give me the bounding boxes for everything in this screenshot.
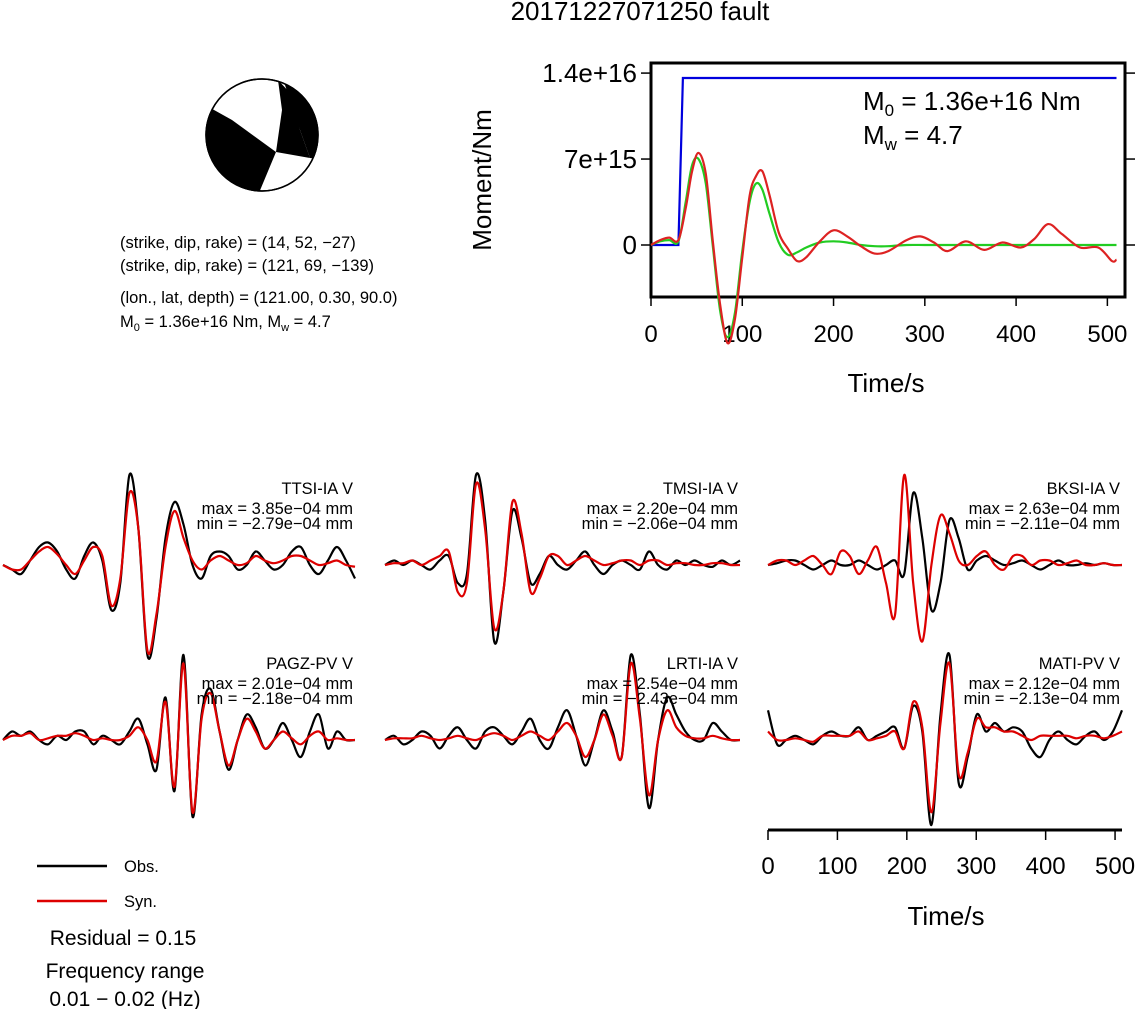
moment-summary-mw: = 4.7	[289, 313, 331, 331]
waveform-time-axis: 0 100 200 300 400 500 Time/s	[761, 828, 1135, 931]
beachball	[205, 78, 319, 192]
moment-xtick-label: 400	[996, 321, 1036, 348]
residual-label: Residual = 0.15	[50, 927, 197, 950]
waveform-xtick-label: 300	[956, 853, 996, 880]
station-name: PAGZ-PV V	[266, 655, 353, 673]
waveform-xtick-label: 500	[1095, 853, 1135, 880]
moment-xlabel: Time/s	[847, 368, 924, 398]
waveform-xtick-label: 400	[1026, 853, 1066, 880]
moment-mw-sub: w	[884, 135, 898, 154]
observed-trace	[766, 652, 1124, 827]
synthetic-trace	[384, 661, 741, 797]
station-name: TMSI-IA V	[663, 480, 738, 498]
moment-m0-sub: 0	[885, 101, 894, 120]
moment-xtick-label: 300	[905, 321, 945, 348]
frequency-range-title: Frequency range	[46, 960, 205, 983]
waveform-xlabel: Time/s	[907, 901, 984, 931]
station-name: TTSI-IA V	[281, 480, 353, 498]
legend-obs-label: Obs.	[124, 858, 159, 876]
station-max: max = 3.85e−04 mm	[202, 500, 353, 518]
observed-trace	[2, 472, 356, 660]
station-min: min = −2.79e−04 mm	[197, 515, 353, 533]
moment-ylabel: Moment/Nm	[467, 109, 497, 251]
waveform-xtick-label: 200	[887, 853, 927, 880]
legend: Obs. Syn.	[37, 858, 159, 911]
source-location: (lon., lat, depth) = (121.00, 0.30, 90.0…	[120, 289, 397, 307]
station-max: max = 2.63e−04 mm	[969, 500, 1120, 518]
figure-title: 20171227071250 fault	[511, 0, 771, 26]
moment-summary-value: = 1.36e+16 Nm, M	[140, 313, 281, 331]
moment-mw-value: = 4.7	[897, 120, 963, 150]
station-max: max = 2.01e−04 mm	[202, 675, 353, 693]
station-name: MATI-PV V	[1039, 655, 1120, 673]
moment-xtick-label: 0	[644, 321, 657, 348]
station-min: min = −2.06e−04 mm	[582, 515, 738, 533]
moment-m0-m: M	[863, 86, 885, 116]
moment-mw-annotation: Mw = 4.7	[863, 120, 963, 154]
moment-mw-m: M	[863, 120, 885, 150]
synthetic-trace	[384, 481, 741, 632]
station-min: min = −2.13e−04 mm	[964, 690, 1120, 708]
legend-syn-label: Syn.	[124, 893, 157, 911]
moment-series-rate_obs	[650, 151, 1118, 345]
moment-summary: M0 = 1.36e+16 Nm, Mw = 4.7	[120, 313, 331, 334]
moment-summary-sub-w: w	[280, 322, 289, 334]
waveform-xtick-label: 100	[817, 853, 857, 880]
station-min: min = −2.18e−04 mm	[197, 690, 353, 708]
observed-trace	[384, 472, 741, 645]
frequency-range-value: 0.01 − 0.02 (Hz)	[49, 988, 200, 1009]
moment-xtick-label: 500	[1087, 321, 1127, 348]
moment-summary-m: M	[120, 313, 134, 331]
moment-ytick-label: 1.4e+16	[542, 58, 637, 88]
synthetic-trace	[767, 473, 1123, 643]
beachball-compressional-quadrant	[276, 80, 310, 158]
moment-series-cumulative	[651, 76, 1117, 247]
station-name: BKSI-IA V	[1047, 480, 1120, 498]
station-min: min = −2.43e−04 mm	[582, 690, 738, 708]
moment-chart: 07e+151.4e+16 0 100 200 300 400 500 Moment/Nm…	[467, 58, 1135, 398]
moment-m0-annotation: M0 = 1.36e+16 Nm	[863, 86, 1081, 120]
station-max: max = 2.12e−04 mm	[969, 675, 1120, 693]
observed-trace	[767, 491, 1123, 613]
observed-trace	[384, 653, 741, 810]
moment-summary-sub0: 0	[134, 322, 140, 334]
station-max: max = 2.54e−04 mm	[587, 675, 738, 693]
station-name: LRTI-IA V	[667, 655, 738, 673]
moment-xtick-label: 200	[814, 321, 854, 348]
beachball-compressional-quadrant	[206, 100, 276, 191]
moment-ytick-label: 0	[623, 230, 637, 260]
moment-ytick-label: 7e+15	[564, 144, 637, 174]
synthetic-trace	[2, 662, 356, 814]
nodal-plane-2: (strike, dip, rake) = (121, 69, −139)	[120, 257, 374, 275]
waveform-xtick-label: 0	[761, 853, 774, 880]
synthetic-trace	[767, 661, 1123, 814]
moment-m0-value: = 1.36e+16 Nm	[894, 86, 1080, 116]
station-max: max = 2.20e−04 mm	[587, 500, 738, 518]
moment-plot-frame	[649, 61, 1127, 299]
nodal-plane-1: (strike, dip, rake) = (14, 52, −27)	[120, 234, 356, 252]
synthetic-trace	[2, 490, 356, 655]
station-min: min = −2.11e−04 mm	[965, 515, 1120, 533]
